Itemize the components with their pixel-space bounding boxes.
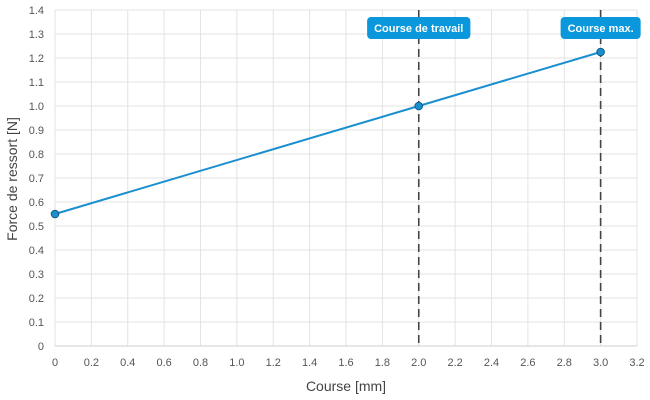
y-tick-label: 1.4 [29, 5, 44, 17]
x-tick-label: 0.6 [156, 357, 171, 369]
x-tick-label: 1.8 [375, 357, 390, 369]
y-tick-label: 1.3 [29, 29, 44, 41]
annotation-label: Course de travail [374, 23, 463, 35]
y-tick-label: 0.6 [29, 197, 44, 209]
y-tick-label: 0.4 [29, 245, 44, 257]
y-tick-labels: 0 0.1 0.2 0.3 0.4 0.5 0.6 0.7 0.8 0.9 1.0 1.1 1.2 1.3… [29, 5, 44, 353]
x-tick-label: 2.0 [411, 357, 426, 369]
y-tick-label: 0.1 [29, 317, 44, 329]
annotation-badge-bg [560, 17, 641, 39]
annotation-badge-bg [367, 17, 471, 39]
annotation-badge: Course de travail [367, 17, 471, 39]
x-tick-label: 0.4 [120, 357, 135, 369]
x-tick-label: 2.6 [520, 357, 535, 369]
x-tick-labels: 0 0.2 0.4 0.6 0.8 1.0 1.2 1.4 1.6 1.8 2.0 2.2 2.4 2.6… [52, 357, 645, 369]
y-tick-label: 0.2 [29, 293, 44, 305]
x-tick-label: 0 [52, 357, 58, 369]
annotation-badges: Course de travail Course max. [367, 17, 641, 39]
vertical-markers [417, 10, 602, 346]
y-tick-label: 0.7 [29, 173, 44, 185]
x-tick-label: 1.6 [338, 357, 353, 369]
x-tick-label: 3.2 [629, 357, 644, 369]
x-tick-label: 1.4 [302, 357, 317, 369]
y-tick-label: 1.1 [29, 77, 44, 89]
x-tick-label: 3.0 [593, 357, 608, 369]
y-tick-label: 1.0 [29, 101, 44, 113]
x-tick-label: 2.8 [557, 357, 572, 369]
y-tick-label: 0.9 [29, 125, 44, 137]
y-tick-label: 1.2 [29, 53, 44, 65]
series-line [54, 51, 601, 215]
annotation-label: Course max. [568, 23, 634, 35]
x-axis-label: Course [mm] [306, 378, 386, 394]
x-tick-label: 0.8 [193, 357, 208, 369]
y-tick-label: 0.5 [29, 221, 44, 233]
annotation-badge: Course max. [560, 17, 641, 39]
y-axis-label: Force de ressort [N] [4, 117, 20, 241]
data-point [596, 47, 605, 57]
y-tick-label: 0.8 [29, 149, 44, 161]
data-point [50, 209, 60, 219]
series-group [50, 47, 605, 219]
x-tick-label: 1.2 [266, 357, 281, 369]
data-point [414, 101, 424, 111]
x-tick-label: 0.2 [84, 357, 99, 369]
x-tick-label: 1.0 [229, 357, 244, 369]
grid-lines [54, 9, 638, 347]
y-tick-label: 0 [38, 341, 44, 353]
y-tick-label: 0.3 [29, 269, 44, 281]
x-tick-label: 2.4 [484, 357, 499, 369]
x-tick-label: 2.2 [447, 357, 462, 369]
